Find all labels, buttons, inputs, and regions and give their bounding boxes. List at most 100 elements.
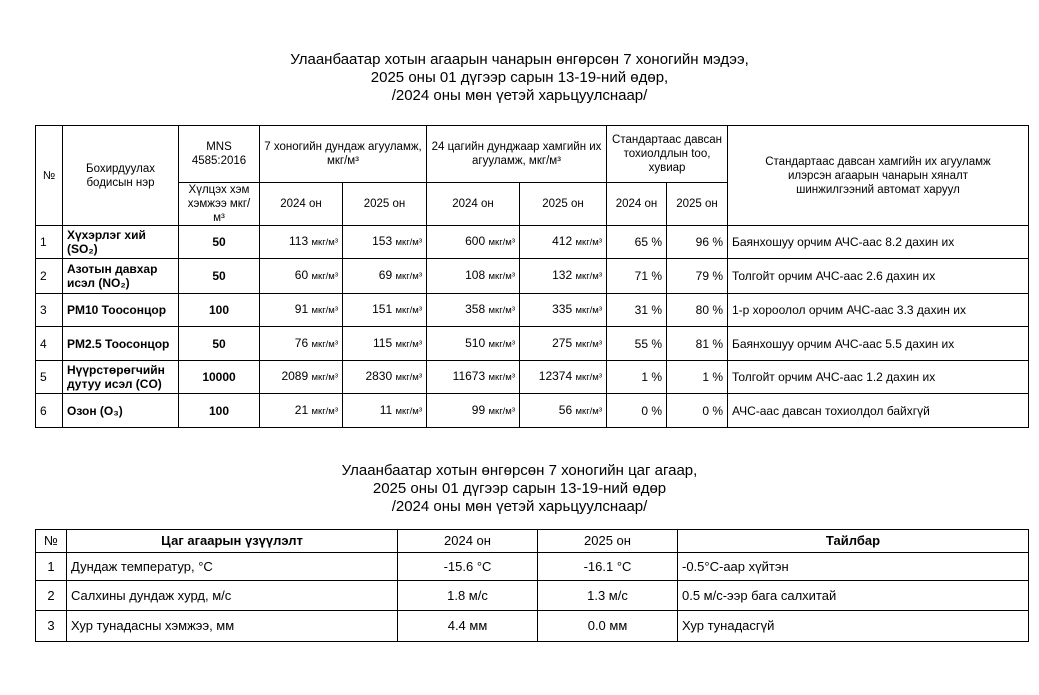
avg2024-cell: 113 мкг/м³ [259,225,343,259]
limit-value: 100 [178,393,260,428]
header-station: Стандартаас давсан хамгийн их агууламж и… [727,125,1029,226]
pollutant-name: Озон (O₃) [62,393,179,428]
limit-value: 50 [178,258,260,294]
avg2025-cell: 153 мкг/м³ [342,225,427,259]
station-note: Толгойт орчим АЧС-аас 1.2 дахин их [727,360,1029,394]
value-2025: -16.1 °C [537,552,678,581]
air-quality-table: № Бохирдуулах бодисын нэр MNS 4585:2016 … [35,125,1029,428]
table-row: 3 Хур тунадасны хэмжээ, мм 4.4 мм 0.0 мм… [35,610,1029,642]
header-avg-2024: 2024 он [259,182,343,226]
max2025-cell: 275 мкг/м³ [519,326,607,361]
row-no: 1 [35,225,63,259]
table-row: 4 PM2.5 Тоосонцор 50 76 мкг/м³ 115 мкг/м³… [35,326,1029,361]
row-no: 1 [35,552,67,581]
max2025-cell: 132 мкг/м³ [519,258,607,294]
avg2025-cell: 151 мкг/м³ [342,293,427,327]
max2024-cell: 358 мкг/м³ [426,293,520,327]
header-ex-2025: 2025 он [666,182,728,226]
max2024-cell: 99 мкг/м³ [426,393,520,428]
indicator: Хур тунадасны хэмжээ, мм [66,610,398,642]
exceed-2025: 96 % [666,225,728,259]
max2024-cell: 11673 мкг/м³ [426,360,520,394]
limit-value: 50 [178,326,260,361]
row-no: 3 [35,610,67,642]
indicator: Салхины дундаж хурд, м/с [66,580,398,611]
avg2025-cell: 69 мкг/м³ [342,258,427,294]
row-no: 6 [35,393,63,428]
value-2025: 1.3 м/с [537,580,678,611]
exceed-2024: 55 % [606,326,667,361]
pollutant-name: Азотын давхар исэл (NO₂) [62,258,179,294]
max2025-cell: 56 мкг/м³ [519,393,607,428]
header-ex-2024: 2024 он [606,182,667,226]
avg2024-cell: 60 мкг/м³ [259,258,343,294]
exceed-2024: 31 % [606,293,667,327]
air-quality-title: Улаанбаатар хотын агаарын чанарын өнгөрс… [290,51,749,104]
header-limit: Хүлцэх хэм хэмжээ мкг/м³ [178,182,260,226]
table-row: 5 Нүүрстөрөгчийн дутуу исэл (CO) 10000 2… [35,360,1029,394]
avg2025-cell: 11 мкг/м³ [342,393,427,428]
header-exceed: Стандартаас давсан тохиолдлын too, хувиа… [606,125,728,183]
exceed-2025: 1 % [666,360,728,394]
value-2025: 0.0 мм [537,610,678,642]
note: -0.5°C-аар хүйтэн [677,552,1029,581]
station-note: Толгойт орчим АЧС-аас 2.6 дахин их [727,258,1029,294]
header-avg-2025: 2025 он [342,182,427,226]
pollutant-name: PM10 Тоосонцор [62,293,179,327]
limit-value: 100 [178,293,260,327]
weather-title: Улаанбаатар хотын өнгөрсөн 7 хоногийн ца… [341,462,698,515]
header-max-2024: 2024 он [426,182,520,226]
avg2025-cell: 115 мкг/м³ [342,326,427,361]
avg2024-cell: 76 мкг/м³ [259,326,343,361]
indicator: Дундаж температур, °C [66,552,398,581]
exceed-2025: 80 % [666,293,728,327]
pollutant-name: Хүхэрлэг хий (SO₂) [62,225,179,259]
header-max24: 24 цагийн дунджаар хамгийн их агууламж, … [426,125,607,183]
avg2024-cell: 91 мкг/м³ [259,293,343,327]
value-2024: 4.4 мм [397,610,538,642]
max2024-cell: 108 мкг/м³ [426,258,520,294]
row-no: 2 [35,580,67,611]
station-note: АЧС-аас давсан тохиолдол байхгүй [727,393,1029,428]
limit-value: 50 [178,225,260,259]
exceed-2024: 71 % [606,258,667,294]
header-2024: 2024 он [397,529,538,553]
pollutant-name: Нүүрстөрөгчийн дутуу исэл (CO) [62,360,179,394]
header-mns: MNS 4585:2016 [178,125,260,183]
header-no: № [35,125,63,226]
table-row: 2 Азотын давхар исэл (NO₂) 50 60 мкг/м³ 6… [35,258,1029,294]
header-name: Бохирдуулах бодисын нэр [62,125,179,226]
row-no: 4 [35,326,63,361]
avg2024-cell: 21 мкг/м³ [259,393,343,428]
max2025-cell: 335 мкг/м³ [519,293,607,327]
station-note: 1-р хороолол орчим АЧС-аас 3.3 дахин их [727,293,1029,327]
row-no: 5 [35,360,63,394]
row-no: 2 [35,258,63,294]
table-row: 3 PM10 Тоосонцор 100 91 мкг/м³ 151 мкг/м³… [35,293,1029,327]
max2025-cell: 412 мкг/м³ [519,225,607,259]
table-row: 1 Хүхэрлэг хий (SO₂) 50 113 мкг/м³ 153 мк… [35,225,1029,259]
table-row: 6 Озон (O₃) 100 21 мкг/м³ 11 мкг/м³ 99 мкг… [35,393,1029,428]
pollutant-name: PM2.5 Тоосонцор [62,326,179,361]
note: 0.5 м/с-ээр бага салхитай [677,580,1029,611]
row-no: 3 [35,293,63,327]
station-note: Баянхошуу орчим АЧС-аас 8.2 дахин их [727,225,1029,259]
limit-value: 10000 [178,360,260,394]
exceed-2024: 1 % [606,360,667,394]
header-indicator: Цаг агаарын үзүүлэлт [66,529,398,553]
header-2025: 2025 он [537,529,678,553]
header-weekly-avg: 7 хоногийн дундаж агууламж, мкг/м³ [259,125,427,183]
table-row: 2 Салхины дундаж хурд, м/с 1.8 м/с 1.3 м… [35,580,1029,611]
avg2025-cell: 2830 мкг/м³ [342,360,427,394]
table-row: 1 Дундаж температур, °C -15.6 °C -16.1 °… [35,552,1029,581]
max2025-cell: 12374 мкг/м³ [519,360,607,394]
value-2024: 1.8 м/с [397,580,538,611]
exceed-2025: 79 % [666,258,728,294]
avg2024-cell: 2089 мкг/м³ [259,360,343,394]
header-note: Тайлбар [677,529,1029,553]
exceed-2024: 65 % [606,225,667,259]
note: Хур тунадасгүй [677,610,1029,642]
header-no: № [35,529,67,553]
max2024-cell: 510 мкг/м³ [426,326,520,361]
